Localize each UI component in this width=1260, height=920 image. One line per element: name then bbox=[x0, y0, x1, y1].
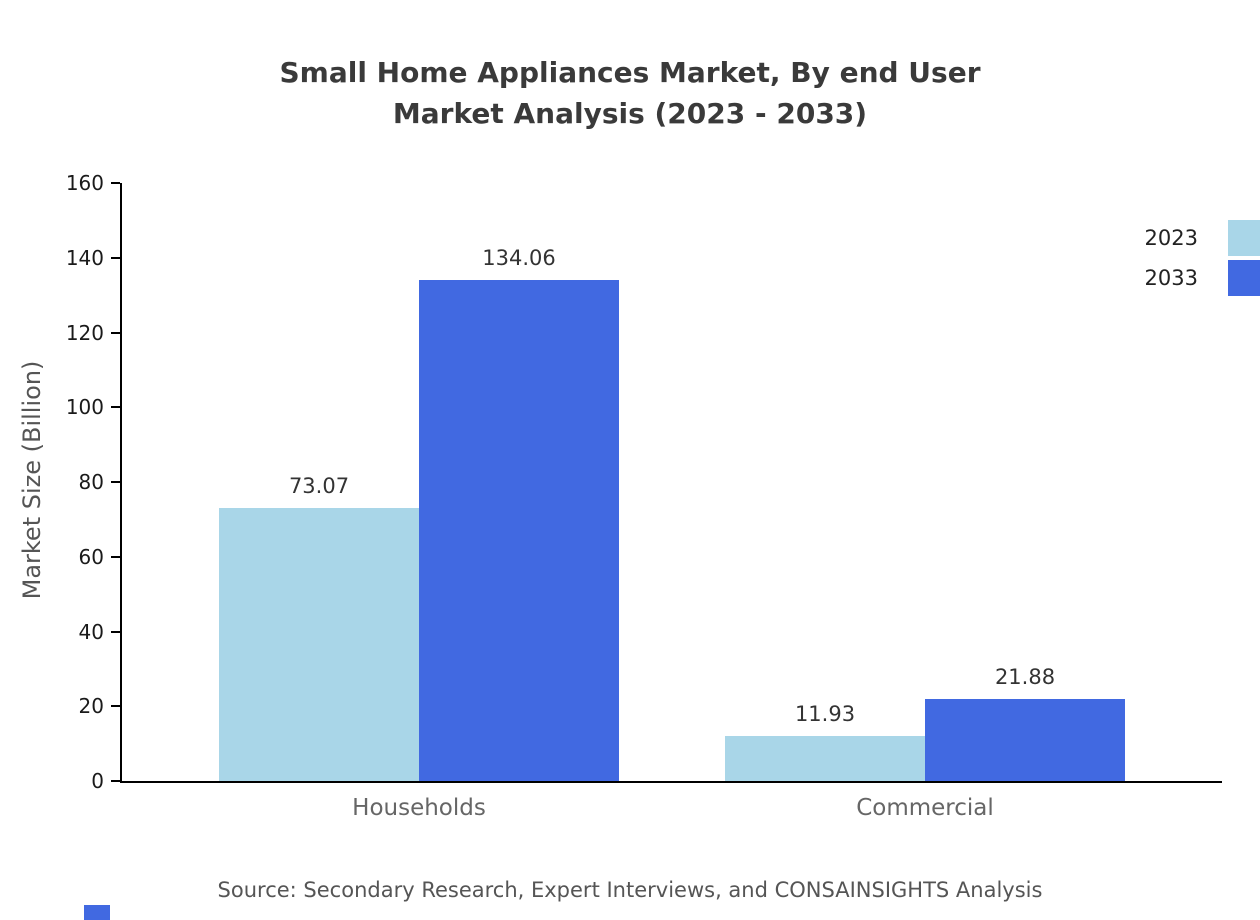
legend-label: 2033 bbox=[1144, 266, 1198, 290]
y-tick-mark bbox=[111, 780, 120, 782]
category-label-commercial: Commercial bbox=[856, 795, 994, 821]
y-tick-label: 100 bbox=[65, 395, 104, 420]
chart-title-line1: Small Home Appliances Market, By end Use… bbox=[279, 56, 981, 89]
chart-title: Small Home Appliances Market, By end Use… bbox=[0, 52, 1260, 134]
plot-area: 0 20 40 60 80 100 120 140 160 73.07 134.06 Househol… bbox=[66, 171, 1222, 821]
y-tick-label: 0 bbox=[91, 769, 104, 793]
value-label-commercial-2033: 21.88 bbox=[994, 665, 1056, 690]
bar-households-2033 bbox=[419, 279, 619, 781]
bar-commercial-2033 bbox=[925, 699, 1125, 781]
y-tick-label: 80 bbox=[78, 470, 104, 494]
legend-label: 2023 bbox=[1144, 226, 1198, 250]
watermark-square bbox=[84, 905, 110, 920]
value-label-households-2023: 73.07 bbox=[288, 473, 350, 498]
y-tick-mark bbox=[111, 555, 120, 558]
source-text: Source: Secondary Research, Expert Inter… bbox=[217, 878, 1043, 902]
legend-swatch bbox=[1228, 220, 1260, 256]
category-label-households: Households bbox=[352, 795, 486, 821]
y-tick-label: 120 bbox=[65, 320, 104, 345]
legend: 2023 2033 bbox=[1145, 220, 1260, 296]
legend-item-2023: 2023 bbox=[1145, 220, 1260, 256]
bar-commercial-2023 bbox=[725, 736, 925, 781]
legend-swatch bbox=[1228, 260, 1260, 296]
y-tick-mark bbox=[111, 705, 120, 708]
y-tick-mark bbox=[111, 256, 120, 259]
legend-item-2033: 2033 bbox=[1145, 260, 1260, 296]
value-label-commercial-2023: 11.93 bbox=[794, 702, 856, 727]
y-tick-mark bbox=[111, 630, 120, 633]
value-label-households-2033: 134.06 bbox=[482, 245, 556, 270]
y-tick-mark bbox=[111, 182, 120, 184]
y-tick-mark bbox=[111, 481, 120, 483]
y-tick-label: 140 bbox=[65, 245, 104, 270]
chart-title-line2: Market Analysis (2023 - 2033) bbox=[392, 97, 868, 130]
y-tick-mark bbox=[111, 406, 120, 409]
bar-households-2023 bbox=[219, 507, 419, 781]
y-tick-label: 60 bbox=[78, 544, 104, 569]
y-tick-label: 20 bbox=[78, 694, 104, 719]
y-tick-label: 40 bbox=[78, 619, 104, 644]
y-tick-label: 160 bbox=[65, 171, 104, 195]
y-tick-mark bbox=[111, 331, 120, 334]
